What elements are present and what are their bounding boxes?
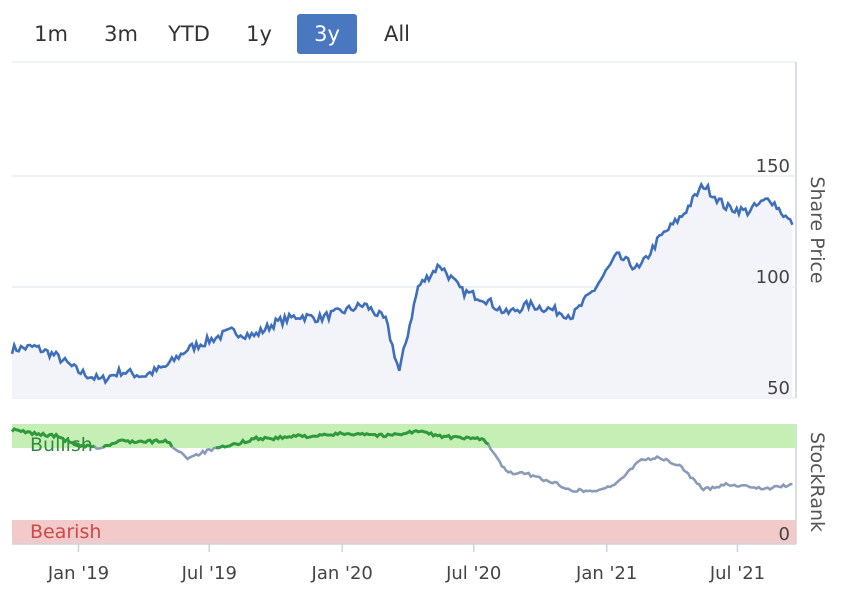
range-button-1y[interactable]: 1y — [246, 22, 272, 46]
x-tick-label: Jul '19 — [181, 563, 237, 584]
x-tick-label: Jul '21 — [709, 563, 765, 584]
x-tick-label: Jan '19 — [47, 563, 109, 584]
range-button-ytd[interactable]: YTD — [168, 22, 210, 46]
price-tick-label: 100 — [756, 267, 790, 288]
x-tick-label: Jul '20 — [445, 563, 501, 584]
stockrank-axis-ticks: 0 — [779, 524, 790, 545]
bullish-band — [12, 424, 796, 448]
price-axis-ticks: 50 100 150 — [756, 156, 790, 399]
bearish-band — [12, 520, 796, 544]
range-button-all[interactable]: All — [383, 22, 411, 46]
rank-tick-label: 0 — [779, 524, 790, 545]
price-series-line — [10, 181, 794, 386]
bullish-label: Bullish — [30, 434, 93, 456]
price-tick-label: 150 — [756, 156, 790, 177]
range-button-1m[interactable]: 1m — [34, 22, 68, 46]
x-tick-label: Jan '21 — [575, 563, 637, 584]
range-button-3m[interactable]: 3m — [104, 22, 138, 46]
price-axis-title: Share Price — [806, 176, 828, 283]
bearish-label: Bearish — [30, 521, 101, 543]
x-tick-label: Jan '20 — [311, 563, 373, 584]
range-button-3y[interactable]: 3y — [297, 14, 357, 54]
stockrank-bullish-segment — [10, 427, 489, 450]
price-tick-label: 50 — [767, 378, 790, 399]
stockrank-bands: Bullish Bearish — [12, 424, 797, 545]
range-selector: 1m 3m YTD 1y 3y All — [0, 12, 845, 56]
date-axis: Jan '19 Jul '19 Jan '20 Jul '20 Jan '21 Jul '… — [47, 544, 765, 584]
stockrank-axis-title: StockRank — [806, 432, 828, 532]
price-area-fill — [12, 184, 793, 398]
